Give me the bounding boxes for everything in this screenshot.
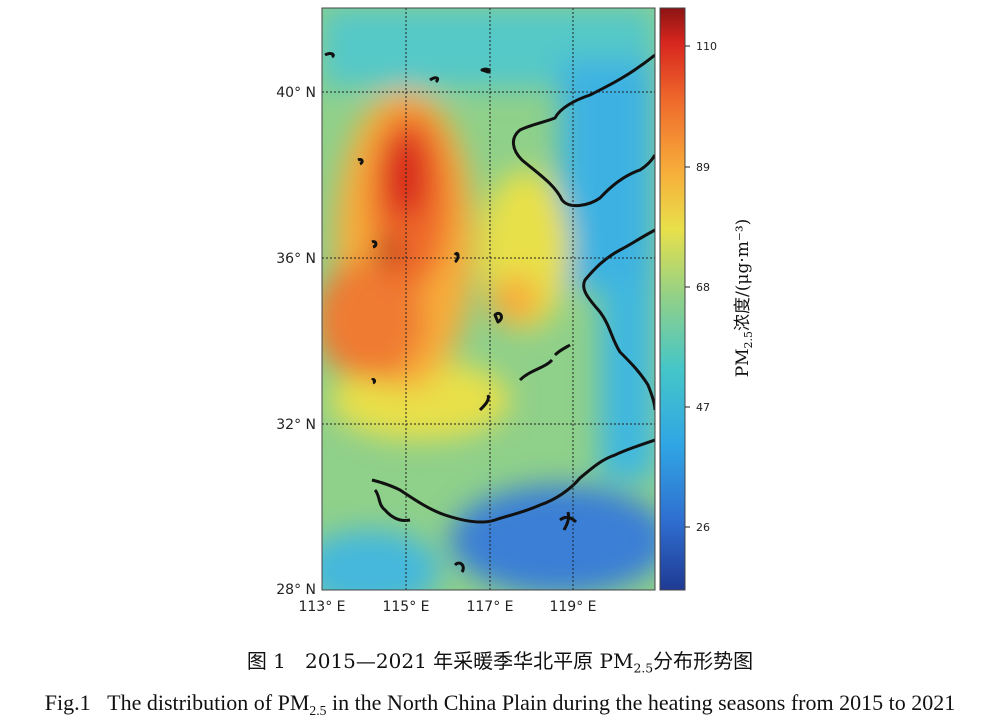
- colorbar: [659, 7, 686, 591]
- lat-label-28: 28° N: [276, 582, 316, 598]
- caption-english: Fig.1 The distribution of PM2.5 in the N…: [0, 690, 1000, 719]
- coastline: [324, 52, 655, 573]
- lon-label-115: 115° E: [382, 599, 429, 615]
- lat-label-32: 32° N: [276, 417, 316, 433]
- colorbar-tick-47: 47: [696, 401, 710, 414]
- caption-en-number: Fig.1: [44, 690, 91, 715]
- caption-cn-text: 2015—2021 年采暖季华北平原 PM: [305, 649, 634, 673]
- colorbar-tick-89: 89: [696, 161, 710, 174]
- colorbar-unit-label: PM2.5浓度/(μg·m⁻³): [733, 219, 755, 378]
- colorbar-ticks: [685, 45, 690, 528]
- lat-label-40: 40° N: [276, 85, 316, 101]
- lon-label-113: 113° E: [298, 599, 345, 615]
- caption-en-sub: 2.5: [309, 702, 327, 718]
- lon-label-119: 119° E: [549, 599, 596, 615]
- caption-cn-number: 图 1: [246, 649, 286, 673]
- caption-cn-sub: 2.5: [633, 660, 654, 676]
- graticule: [322, 8, 655, 590]
- map-frame: [321, 7, 656, 591]
- colorbar-tick-110: 110: [696, 40, 717, 53]
- caption-chinese: 图 1 2015—2021 年采暖季华北平原 PM2.5分布形势图: [0, 645, 1000, 675]
- colorbar-tick-68: 68: [696, 281, 710, 294]
- colorbar-tick-26: 26: [696, 521, 710, 534]
- caption-en-tail: in the North China Plain during the heat…: [326, 690, 956, 715]
- caption-en-text: The distribution of PM: [107, 690, 310, 715]
- lat-label-36: 36° N: [276, 251, 316, 267]
- pm25-heatmap: [322, 8, 655, 590]
- caption-cn-tail: 分布形势图: [653, 649, 754, 673]
- lon-label-117: 117° E: [466, 599, 513, 615]
